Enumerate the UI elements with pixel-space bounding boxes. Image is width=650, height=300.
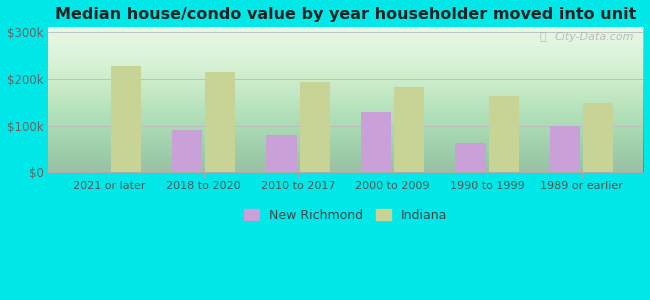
Bar xyxy=(205,72,235,172)
Bar xyxy=(456,143,486,172)
Bar xyxy=(489,96,519,172)
Text: ⓘ: ⓘ xyxy=(540,32,547,42)
Bar xyxy=(394,87,424,172)
Legend: New Richmond, Indiana: New Richmond, Indiana xyxy=(239,204,452,227)
Title: Median house/condo value by year householder moved into unit: Median house/condo value by year househo… xyxy=(55,7,636,22)
Bar xyxy=(361,112,391,172)
Bar xyxy=(300,82,330,172)
Bar xyxy=(550,125,580,172)
Bar xyxy=(266,135,297,172)
Bar xyxy=(172,130,202,172)
Bar xyxy=(111,66,141,172)
Bar xyxy=(583,103,614,172)
Text: City-Data.com: City-Data.com xyxy=(554,32,634,42)
